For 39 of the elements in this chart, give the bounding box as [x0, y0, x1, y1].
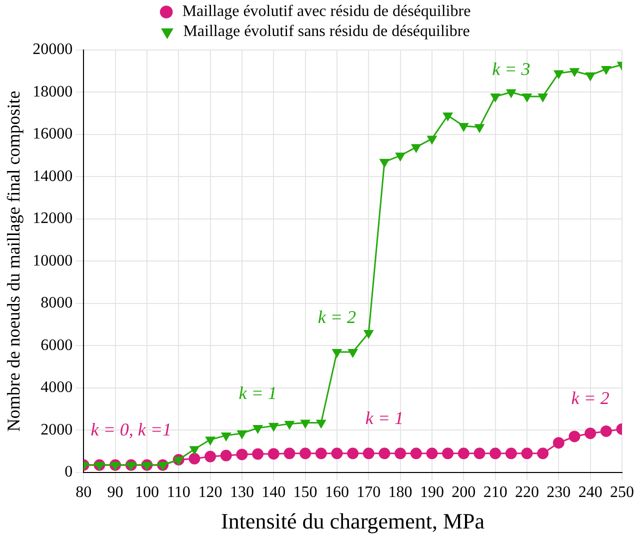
y-tick-label: 8000	[40, 294, 73, 312]
x-tick-label: 80	[76, 484, 92, 502]
annotation: k = 3	[492, 58, 530, 79]
annotation: k = 2	[318, 306, 356, 327]
y-axis-title: Nombre de noeuds du maillage final composite	[4, 90, 24, 432]
y-tick-label: 20000	[32, 41, 73, 58]
x-tick-label: 130	[230, 484, 254, 502]
x-tick-label: 200	[452, 484, 476, 502]
x-tick-label: 240	[578, 484, 602, 502]
x-tick-label: 210	[483, 484, 508, 502]
x-tick-label: 190	[420, 484, 444, 502]
annotation: k = 1	[365, 408, 404, 428]
y-tick-label: 4000	[40, 379, 73, 396]
annotation: k = 1	[238, 382, 277, 403]
annotation: k = 2	[571, 388, 610, 408]
x-tick-label: 220	[514, 484, 539, 502]
x-tick-label: 140	[262, 484, 286, 502]
y-tick-label: 18000	[32, 83, 73, 100]
x-tick-label: 120	[198, 484, 222, 502]
x-tick-label: 100	[134, 484, 159, 502]
y-tick-label: 6000	[40, 336, 73, 354]
legend-label: Maillage évolutif avec résidu de déséquilibre	[182, 3, 471, 20]
y-tick-label: 10000	[32, 252, 73, 270]
y-tick-label: 0	[64, 464, 73, 481]
y-tick-label: 12000	[32, 210, 73, 228]
annotation: k = 0, k =1	[90, 420, 172, 440]
x-tick-label: 230	[546, 484, 571, 502]
x-tick-label: 90	[107, 484, 124, 502]
x-axis-title: Intensité du chargement, MPa	[221, 508, 485, 534]
x-tick-label: 250	[610, 484, 634, 502]
x-tick-label: 170	[356, 484, 381, 502]
y-tick-label: 16000	[32, 126, 73, 143]
x-tick-label: 160	[324, 484, 349, 502]
legend-label: Maillage évolutif sans résidu de déséquilibre	[183, 23, 470, 40]
y-tick-label: 2000	[40, 421, 73, 438]
x-tick-label: 150	[293, 484, 318, 502]
y-tick-label: 14000	[32, 168, 73, 185]
x-tick-label: 110	[166, 484, 190, 502]
x-tick-label: 180	[388, 484, 412, 502]
